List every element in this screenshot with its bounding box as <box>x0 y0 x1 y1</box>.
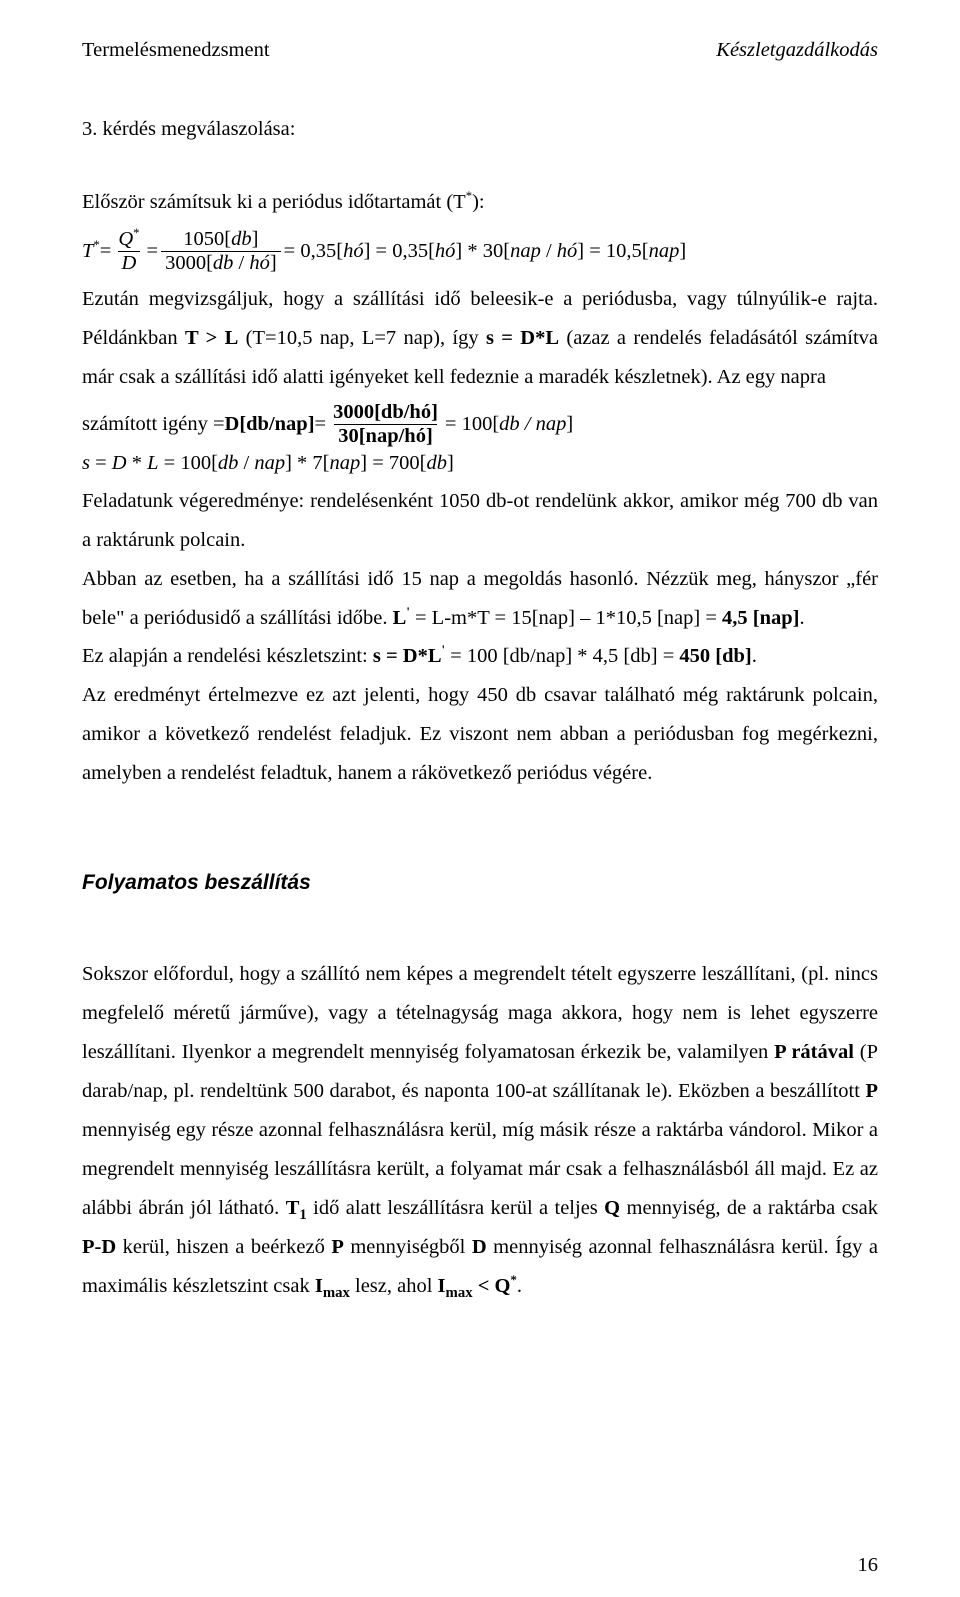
paragraph-6: Sokszor előfordul, hogy a szállító nem k… <box>82 955 878 1305</box>
intro-suffix: ): <box>472 191 485 213</box>
p6-h: Q <box>604 1197 620 1219</box>
page-number: 16 <box>858 1555 879 1576</box>
f1-num1: Q <box>118 228 133 250</box>
p6-b: P rátával <box>774 1041 854 1063</box>
p6-i: mennyiség, de a raktárba csak <box>620 1197 878 1219</box>
question-title: 3. kérdés megválaszolása: <box>82 117 878 142</box>
p6-t: . <box>517 1275 522 1297</box>
paragraph-3: Abban az esetben, ha a szállítási idő 15… <box>82 560 878 638</box>
p1-bold2: s = D*L <box>486 327 559 349</box>
f2-lhs: D[db/nap] <box>225 412 315 437</box>
p4-d: . <box>752 645 757 667</box>
f2-eq: = <box>315 412 327 437</box>
p6-d: P <box>865 1080 878 1102</box>
p6-q: lesz, ahol <box>350 1275 438 1297</box>
p4-b: s = D*L' <box>373 645 445 667</box>
p6-p: Imax <box>315 1275 350 1297</box>
paragraph-1: Ezután megvizsgáljuk, hogy a szállítási … <box>82 280 878 397</box>
f2-lead: számított igény = <box>82 412 225 437</box>
p4-c: 450 [db] <box>679 645 751 667</box>
f1-lhs: T <box>82 240 93 262</box>
p4-b2: = 100 [db/nap] * 4,5 [db] = <box>445 645 679 667</box>
p6-g: idő alatt leszállításra kerül a teljes <box>307 1197 604 1219</box>
f1-rest: = 0,35[hó] = 0,35[hó] * 30[nap / hó] = 1… <box>284 239 687 264</box>
p6-l: P <box>331 1236 344 1258</box>
p6-n: D <box>472 1236 487 1258</box>
f2-den: 30[nap/hó] <box>334 424 437 448</box>
f2-num: 3000[db/hó] <box>329 401 442 424</box>
header-left: Termelésmenedzsment <box>82 38 270 63</box>
p3-c: 4,5 [nap] <box>722 607 799 629</box>
page: Termelésmenedzsment Készletgazdálkodás 3… <box>0 0 960 1597</box>
f2-rest: = 100[db / nap] <box>445 412 573 437</box>
intro-prefix: Először számítsuk ki a periódus időtarta… <box>82 191 466 213</box>
f1-den1: D <box>118 251 141 275</box>
p4-a: Ez alapján a rendelési készletszint: <box>82 645 373 667</box>
page-header: Termelésmenedzsment Készletgazdálkodás <box>82 38 878 63</box>
section-heading: Folyamatos beszállítás <box>82 863 878 903</box>
p6-m: mennyiségből <box>344 1236 472 1258</box>
formula-1: T* = Q* D = 1050[db] 3000[db / hó] = 0,3… <box>82 228 878 274</box>
p3-b: L' <box>393 607 410 629</box>
p1-mid: (T=10,5 nap, L=7 nap), így <box>238 327 486 349</box>
paragraph-2: Feladatunk végeredménye: rendelésenként … <box>82 482 878 560</box>
intro-line: Először számítsuk ki a periódus időtarta… <box>82 183 878 222</box>
f1-eq1: = <box>100 239 112 264</box>
p3-b2: = L-m*T = 15[nap] – 1*10,5 [nap] = <box>410 607 722 629</box>
p3-d: . <box>799 607 804 629</box>
formula-3: s = D * L = 100[db / nap] * 7[nap] = 700… <box>82 451 878 476</box>
header-right: Készletgazdálkodás <box>716 38 878 63</box>
f1-eq2: = <box>147 239 159 264</box>
p6-j: P-D <box>82 1236 116 1258</box>
paragraph-5: Az eredményt értelmezve ez azt jelenti, … <box>82 676 878 793</box>
p6-r: Imax < Q* <box>438 1275 517 1297</box>
p6-a: Sokszor előfordul, hogy a szállító nem k… <box>82 963 878 1063</box>
formula-2: számított igény = D[db/nap] = 3000[db/hó… <box>82 401 878 447</box>
p1-bold1: T > L <box>185 327 238 349</box>
p6-k: kerül, hiszen a beérkező <box>116 1236 331 1258</box>
p6-f: T1 <box>286 1197 307 1219</box>
paragraph-4: Ez alapján a rendelési készletszint: s =… <box>82 637 878 676</box>
